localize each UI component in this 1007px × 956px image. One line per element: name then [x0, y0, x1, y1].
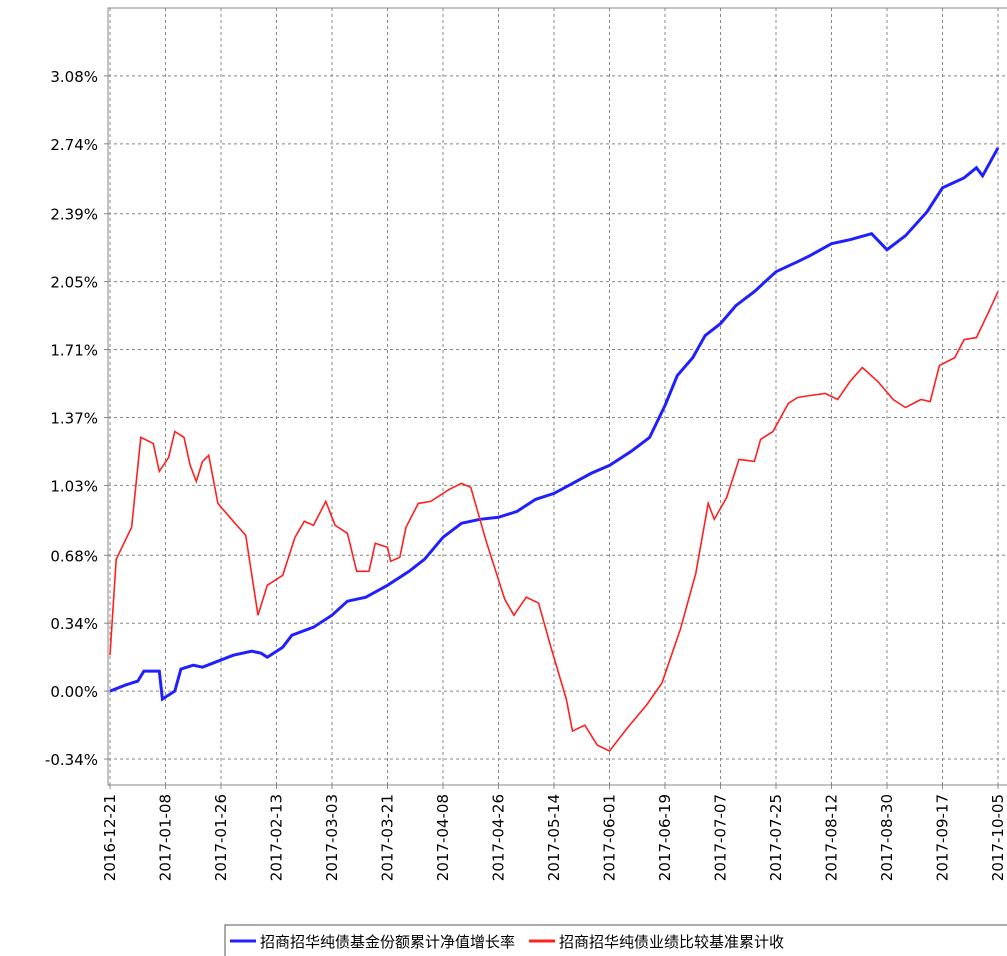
legend-label: 招商招华纯债业绩比较基准累计收: [559, 933, 784, 951]
y-tick-label: 2.74%: [50, 136, 98, 154]
y-tick-label: 1.03%: [50, 477, 98, 495]
y-tick-label: 2.05%: [50, 274, 98, 292]
y-tick-label: -0.34%: [45, 751, 98, 769]
y-tick-label: 1.37%: [50, 409, 98, 427]
x-tick-label: 2017-08-30: [878, 794, 896, 881]
x-tick-label: 2017-04-08: [434, 794, 452, 881]
y-tick-label: 0.34%: [50, 615, 98, 633]
x-tick-label: 2017-08-12: [823, 794, 841, 881]
legend-box: [224, 924, 1007, 956]
x-tick-label: 2017-06-01: [601, 794, 619, 881]
series-line: [109, 291, 999, 753]
x-tick-label: 2017-01-26: [212, 794, 230, 881]
x-tick-label: 2016-12-21: [101, 794, 119, 881]
x-tick-label: 2017-03-03: [323, 794, 341, 881]
x-tick-label: 2017-07-07: [712, 794, 730, 881]
x-tick-label: 2017-10-05: [989, 794, 1007, 881]
legend-label: 招商招华纯债基金份额累计净值增长率: [260, 933, 515, 951]
x-tick-label: 2017-03-21: [379, 794, 397, 881]
y-tick-label: 1.71%: [50, 342, 98, 360]
x-tick-label: 2017-05-14: [545, 794, 563, 881]
series-line: [109, 147, 1000, 702]
x-tick-label: 2017-02-13: [268, 794, 286, 881]
y-tick-label: 2.39%: [50, 206, 98, 224]
plot-area: [107, 7, 1007, 786]
x-tick-label: 2017-09-17: [934, 794, 952, 881]
x-tick-label: 2017-06-19: [656, 794, 674, 881]
x-tick-label: 2017-07-25: [767, 794, 785, 881]
y-tick-label: 3.08%: [50, 68, 98, 86]
y-tick-label: 0.00%: [50, 683, 98, 701]
x-tick-label: 2017-01-08: [157, 794, 175, 881]
x-tick-label: 2017-04-26: [490, 794, 508, 881]
y-tick-label: 0.68%: [50, 547, 98, 565]
